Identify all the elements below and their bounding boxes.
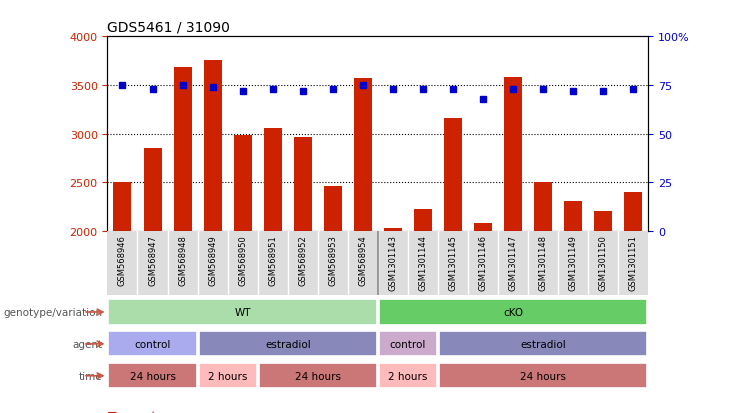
- Bar: [173, 68, 192, 231]
- Text: 2 hours: 2 hours: [388, 371, 428, 381]
- FancyBboxPatch shape: [379, 300, 648, 325]
- FancyBboxPatch shape: [439, 332, 648, 356]
- Text: GSM1301147: GSM1301147: [508, 235, 518, 290]
- Bar: [324, 187, 342, 231]
- Text: GSM568946: GSM568946: [118, 235, 127, 285]
- Text: GSM568949: GSM568949: [208, 235, 217, 285]
- Text: GSM1301151: GSM1301151: [629, 235, 638, 290]
- Text: GSM568948: GSM568948: [178, 235, 187, 285]
- Text: WT: WT: [234, 307, 251, 317]
- Text: GSM568953: GSM568953: [328, 235, 337, 285]
- FancyBboxPatch shape: [379, 363, 437, 388]
- Text: GSM1301146: GSM1301146: [479, 235, 488, 290]
- Bar: [293, 138, 312, 231]
- Text: GSM568947: GSM568947: [148, 235, 157, 285]
- Bar: [204, 60, 222, 231]
- Bar: [414, 210, 432, 231]
- Bar: [354, 79, 372, 231]
- FancyBboxPatch shape: [199, 363, 257, 388]
- Text: GSM568954: GSM568954: [359, 235, 368, 285]
- Text: GSM1301143: GSM1301143: [388, 235, 397, 290]
- Text: GSM1301148: GSM1301148: [539, 235, 548, 290]
- FancyBboxPatch shape: [439, 363, 648, 388]
- Bar: [474, 223, 492, 231]
- Text: ■  count: ■ count: [107, 409, 156, 413]
- Text: control: control: [390, 339, 426, 349]
- FancyBboxPatch shape: [108, 363, 196, 388]
- Text: GSM568951: GSM568951: [268, 235, 277, 285]
- Text: 2 hours: 2 hours: [208, 371, 247, 381]
- Text: GSM568950: GSM568950: [238, 235, 247, 285]
- FancyBboxPatch shape: [199, 332, 377, 356]
- Text: 24 hours: 24 hours: [520, 371, 566, 381]
- Bar: [444, 119, 462, 231]
- Bar: [384, 228, 402, 231]
- Bar: [625, 192, 642, 231]
- Text: 24 hours: 24 hours: [295, 371, 341, 381]
- FancyBboxPatch shape: [108, 300, 377, 325]
- FancyBboxPatch shape: [108, 332, 196, 356]
- Text: 24 hours: 24 hours: [130, 371, 176, 381]
- Text: agent: agent: [72, 339, 102, 349]
- Text: GSM1301150: GSM1301150: [599, 235, 608, 290]
- Text: GSM568952: GSM568952: [299, 235, 308, 285]
- Bar: [113, 183, 131, 231]
- Bar: [144, 149, 162, 231]
- Text: cKO: cKO: [503, 307, 523, 317]
- Bar: [233, 136, 252, 231]
- Bar: [264, 128, 282, 231]
- Bar: [594, 212, 612, 231]
- Text: GSM1301145: GSM1301145: [448, 235, 457, 290]
- Bar: [504, 78, 522, 231]
- FancyBboxPatch shape: [259, 363, 377, 388]
- Bar: [534, 183, 552, 231]
- Text: estradiol: estradiol: [265, 339, 310, 349]
- Text: estradiol: estradiol: [520, 339, 566, 349]
- Bar: [564, 201, 582, 231]
- FancyBboxPatch shape: [379, 332, 437, 356]
- Text: GSM1301144: GSM1301144: [419, 235, 428, 290]
- Text: time: time: [79, 371, 102, 381]
- Text: control: control: [134, 339, 170, 349]
- Text: genotype/variation: genotype/variation: [3, 307, 102, 317]
- Text: GSM1301149: GSM1301149: [569, 235, 578, 290]
- Text: GDS5461 / 31090: GDS5461 / 31090: [107, 21, 230, 35]
